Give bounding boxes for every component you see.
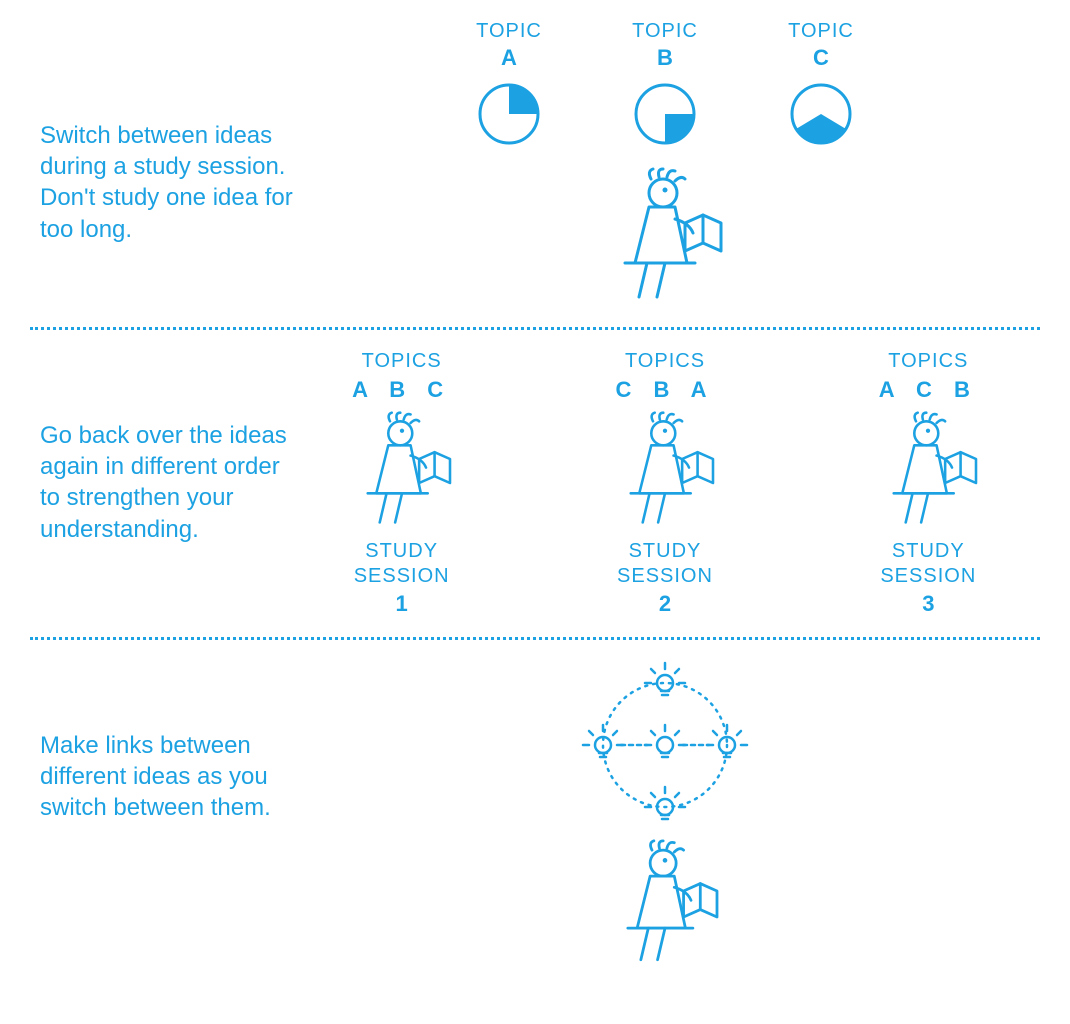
- section2-text: Go back over the ideas again in differen…: [40, 420, 300, 545]
- reader-icon: [342, 411, 462, 531]
- reader-icon: [605, 411, 725, 531]
- section2-content: TOPICS A B C: [300, 350, 1030, 617]
- pie-icon: [788, 81, 854, 147]
- section1-content: TOPIC A TOPIC B: [300, 20, 1030, 307]
- session-label: STUDY SESSION: [617, 539, 713, 589]
- section3-text: Make links between different ideas as yo…: [40, 730, 300, 824]
- section3-content: [300, 660, 1030, 969]
- section-different-order: Go back over the ideas again in differen…: [0, 330, 1070, 637]
- session-label: STUDY SESSION: [354, 539, 450, 589]
- section-make-links: Make links between different ideas as yo…: [0, 640, 1070, 989]
- reader-icon: [868, 411, 988, 531]
- session-label: STUDY SESSION: [880, 539, 976, 589]
- topic-b: TOPIC B: [632, 20, 698, 147]
- session-3: TOPICS A C B: [868, 350, 988, 617]
- reader-icon: [595, 167, 735, 307]
- pie-icon: [632, 81, 698, 147]
- pie-icon: [476, 81, 542, 147]
- reader-icon: [600, 839, 730, 969]
- lightbulb-network-icon: [555, 660, 775, 835]
- section1-text: Switch between ideas during a study sess…: [40, 120, 300, 245]
- section-switch-ideas: Switch between ideas during a study sess…: [0, 0, 1070, 327]
- topic-a: TOPIC A: [476, 20, 542, 147]
- topics-row: TOPIC A TOPIC B: [476, 20, 854, 147]
- topic-c: TOPIC C: [788, 20, 854, 147]
- sessions-row: TOPICS A B C: [300, 350, 1030, 617]
- session-2: TOPICS C B A: [605, 350, 725, 617]
- session-1: TOPICS A B C: [342, 350, 462, 617]
